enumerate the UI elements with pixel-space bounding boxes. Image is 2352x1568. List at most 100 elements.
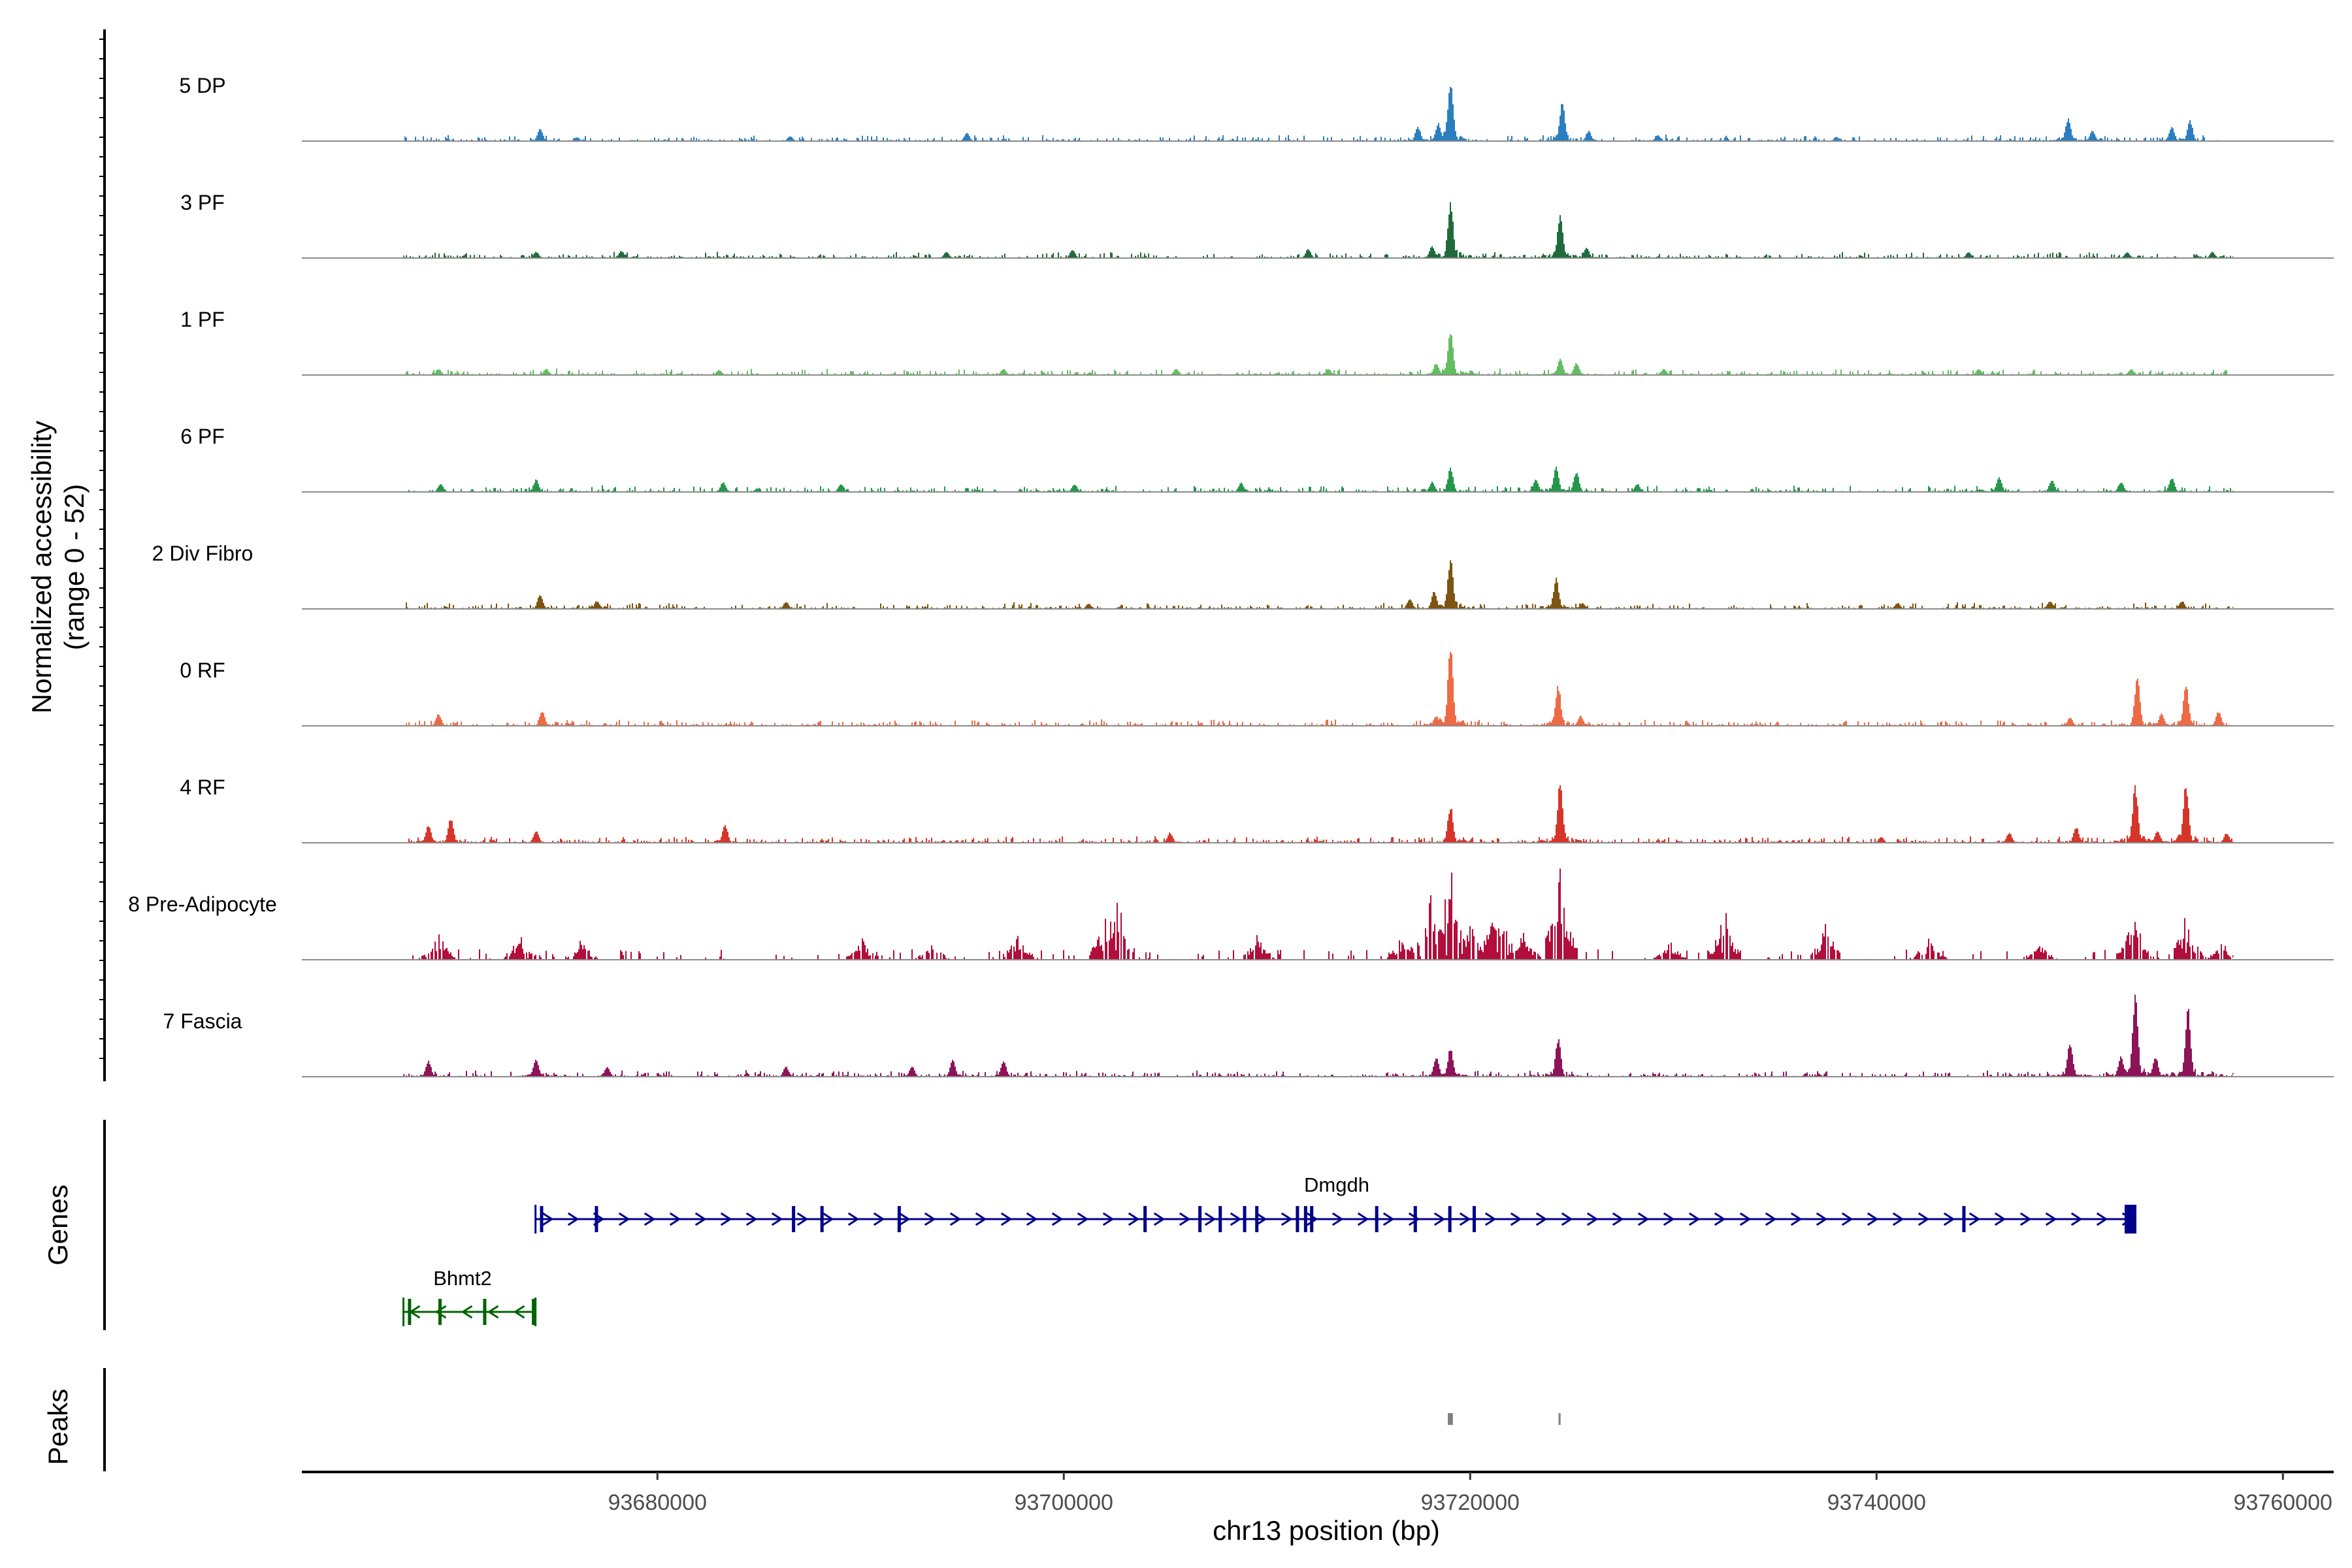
coverage-area [403, 651, 2234, 726]
strand-chevron [2096, 1212, 2108, 1226]
x-tick-label: 93740000 [1827, 1490, 1926, 1515]
strand-chevron [1408, 1212, 1420, 1226]
strand-chevron [1153, 1212, 1166, 1226]
strand-chevron [1128, 1212, 1140, 1226]
x-axis: 93680000 93700000 93720000 93740000 93760000… [302, 1471, 2334, 1546]
strand-chevron [771, 1212, 783, 1226]
strand-chevron [1000, 1212, 1013, 1226]
coverage-area [403, 994, 2234, 1077]
strand-chevron [669, 1212, 681, 1226]
y-axis-title-line: (range 0 - 52) [59, 484, 90, 650]
strand-chevron [1230, 1212, 1242, 1226]
x-axis-title: chr13 position (bp) [1213, 1515, 1440, 1546]
coverage-area [403, 202, 2234, 258]
strand-chevron [847, 1212, 860, 1226]
strand-chevron [1714, 1212, 1726, 1226]
genes-track-title: Genes [42, 1184, 73, 1266]
gene-exon [897, 1206, 901, 1232]
peak-region [1558, 1413, 1561, 1425]
strand-chevron [1867, 1212, 1879, 1226]
track-7-fascia: 7 Fascia [163, 994, 2334, 1077]
track-label: 3 PF [180, 191, 225, 214]
gene-exon [1448, 1206, 1452, 1232]
x-tick-label: 93680000 [608, 1490, 707, 1515]
coverage-area [403, 560, 2234, 609]
y-axis-title: Normalized accessibility(range 0 - 52) [26, 421, 90, 713]
gene-exon [1198, 1206, 1202, 1232]
strand-chevron [1484, 1212, 1497, 1226]
x-tick-label: 93720000 [1421, 1490, 1520, 1515]
gene-exon [1255, 1206, 1259, 1232]
strand-chevron [1968, 1212, 1981, 1226]
peaks-track-title: Peaks [42, 1389, 73, 1465]
track-5-dp: 5 DP [179, 74, 2334, 142]
gene-exon [2125, 1205, 2136, 1233]
strand-chevron [1765, 1212, 1777, 1226]
strand-chevron [1612, 1212, 1624, 1226]
strand-chevron [1051, 1212, 1064, 1226]
strand-chevron [1357, 1212, 1369, 1226]
strand-chevron [1637, 1212, 1650, 1226]
strand-chevron [644, 1212, 656, 1226]
coverage-tracks: 5 DP 3 PF 1 PF 6 PF 2 Div Fibro 0 RF 4 RF 8 Pre… [128, 74, 2334, 1077]
track-2-div-fibro: 2 Div Fibro [152, 542, 2334, 610]
strand-chevron [542, 1212, 554, 1226]
strand-chevron [1077, 1212, 1089, 1226]
track-label: 0 RF [180, 659, 225, 682]
strand-chevron [1790, 1212, 1803, 1226]
strand-chevron [1918, 1212, 1930, 1226]
track-4-rf: 4 RF [180, 776, 2334, 843]
strand-chevron [745, 1212, 758, 1226]
strand-chevron [513, 1305, 525, 1319]
track-label: 5 DP [179, 74, 225, 97]
track-label: 1 PF [180, 308, 225, 331]
strand-chevron [567, 1212, 580, 1226]
strand-chevron [487, 1305, 499, 1319]
gene-exon [1218, 1206, 1222, 1232]
strand-chevron [1739, 1212, 1752, 1226]
strand-chevron [1204, 1212, 1217, 1226]
track-label: 7 Fascia [163, 1009, 242, 1033]
strand-chevron [2045, 1212, 2057, 1226]
strand-chevron [1026, 1212, 1038, 1226]
strand-chevron [1331, 1212, 1344, 1226]
gene-exon [595, 1206, 598, 1232]
gene-exon [1243, 1206, 1247, 1232]
gene-exon [1413, 1206, 1417, 1232]
gene-exon [1472, 1206, 1476, 1232]
strand-chevron [1816, 1212, 1828, 1226]
track-0-rf: 0 RF [180, 651, 2334, 727]
strand-chevron [1663, 1212, 1675, 1226]
track-label: 4 RF [180, 776, 225, 799]
gene-exon [408, 1299, 412, 1325]
strand-chevron [949, 1212, 962, 1226]
strand-chevron [822, 1212, 834, 1226]
track-label: 8 Pre-Adipocyte [128, 892, 277, 916]
strand-chevron [1510, 1212, 1522, 1226]
strand-chevron [461, 1305, 473, 1319]
gene-exon [438, 1299, 442, 1325]
strand-chevron [1281, 1212, 1293, 1226]
gene-exon [820, 1206, 824, 1232]
gene-name-label: Bhmt2 [433, 1267, 492, 1290]
strand-chevron [1561, 1212, 1573, 1226]
x-tick-label: 93700000 [1015, 1490, 1113, 1515]
coverage-area [403, 87, 2223, 141]
strand-chevron [1382, 1212, 1395, 1226]
strand-chevron [1179, 1212, 1191, 1226]
strand-chevron [796, 1212, 809, 1226]
coverage-area [403, 334, 2234, 375]
gene-dmgdh: Dmgdh [534, 1173, 2136, 1233]
coverage-area [403, 868, 2234, 960]
strand-chevron [434, 1305, 447, 1319]
gene-exon [1310, 1206, 1314, 1232]
y-axis-title-line: Normalized accessibility [26, 421, 57, 713]
coverage-area [403, 785, 2234, 843]
strand-chevron [1102, 1212, 1115, 1226]
strand-chevron [975, 1212, 987, 1226]
gene-track: Genes Dmgdh Bhmt2 [42, 1120, 2136, 1330]
track-1-pf: 1 PF [180, 308, 2334, 376]
strand-chevron [1841, 1212, 1854, 1226]
gene-exon [1296, 1206, 1299, 1232]
